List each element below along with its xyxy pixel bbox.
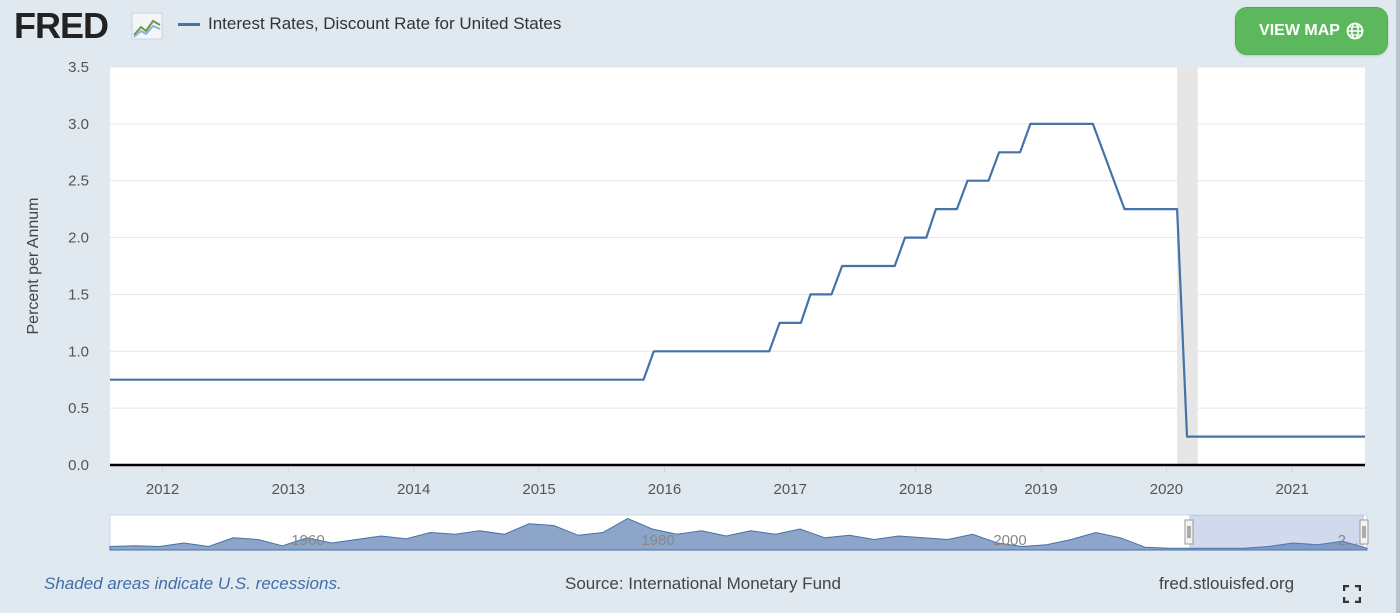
plot-background <box>110 67 1365 465</box>
recession-note: Shaded areas indicate U.S. recessions. <box>44 574 342 593</box>
x-tick-label: 2020 <box>1150 481 1183 498</box>
fred-logo[interactable]: FRED <box>14 5 109 46</box>
navigator-label: 2000 <box>993 532 1026 549</box>
y-tick-label: 1.0 <box>68 343 89 360</box>
y-tick-label: 2.0 <box>68 230 89 247</box>
x-tick-label: 2014 <box>397 481 430 498</box>
y-tick-label: 1.5 <box>68 286 89 303</box>
x-tick-label: 2015 <box>522 481 555 498</box>
recession-band <box>1177 67 1198 465</box>
series-swatch <box>178 22 200 26</box>
navigator[interactable]: 1960 1980 2000 2... <box>109 514 1369 551</box>
y-tick-label: 3.0 <box>68 116 89 133</box>
view-map-label: VIEW MAP <box>1259 22 1340 39</box>
site-link[interactable]: fred.stlouisfed.org <box>1159 574 1295 593</box>
navigator-label: 1980 <box>641 532 674 549</box>
navigator-selection <box>1189 515 1364 550</box>
fullscreen-icon[interactable] <box>1343 585 1361 603</box>
x-tick-label: 2016 <box>648 481 681 498</box>
series-legend[interactable]: Interest Rates, Discount Rate for United… <box>178 14 561 34</box>
view-map-button[interactable]: VIEW MAP <box>1235 7 1388 55</box>
series-line <box>110 122 1365 438</box>
y-axis-title: Percent per Annum <box>25 198 42 335</box>
series-title: Interest Rates, Discount Rate for United… <box>208 14 562 33</box>
y-tick-label: 3.5 <box>68 59 89 76</box>
x-tick-label: 2017 <box>774 481 807 498</box>
x-tick-label: 2018 <box>899 481 932 498</box>
globe-icon <box>1346 22 1364 40</box>
navigator-handle[interactable] <box>1184 519 1194 545</box>
y-tick-label: 0.5 <box>68 400 89 417</box>
fred-chart-icon <box>131 12 163 40</box>
x-tick-label: 2012 <box>146 481 179 498</box>
navigator-label: 1960 <box>291 532 324 549</box>
navigator-series <box>109 517 1368 551</box>
x-tick-label: 2019 <box>1024 481 1057 498</box>
plot-area: 0.0 0.5 1.0 1.5 2.0 2.5 3.0 3.5 2012 2013 2014 2015… <box>25 59 1365 498</box>
y-tick-label: 2.5 <box>68 173 89 190</box>
page-edge <box>1396 0 1400 613</box>
y-tick-label: 0.0 <box>68 457 89 474</box>
navigator-label: 2... <box>1338 532 1359 549</box>
navigator-handle[interactable] <box>1359 519 1369 545</box>
x-tick-label: 2021 <box>1275 481 1308 498</box>
source-text: Source: International Monetary Fund <box>565 574 841 593</box>
x-tick-label: 2013 <box>272 481 305 498</box>
